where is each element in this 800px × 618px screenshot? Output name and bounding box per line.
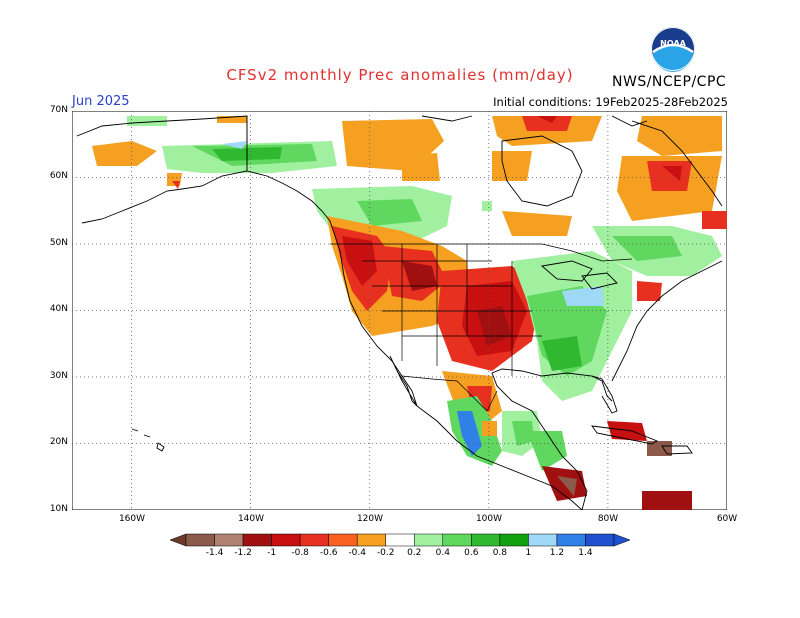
- colorbar-label: -1.2: [234, 548, 252, 558]
- colorbar-label: -0.6: [319, 548, 338, 558]
- colorbar-cell: [385, 533, 415, 547]
- colorbar-label: 1: [525, 548, 532, 558]
- coastlines: [76, 115, 723, 510]
- anomaly-shading: [92, 116, 727, 510]
- grid-lines: [72, 111, 727, 510]
- colorbar-high-arrow: [613, 533, 630, 547]
- agency-label: NWS/NCEP/CPC: [612, 74, 727, 90]
- lat-label: 70N: [49, 105, 68, 115]
- noaa-logo: NOAA: [651, 27, 695, 72]
- colorbar-label: -0.4: [348, 548, 366, 558]
- lon-label: 100W: [475, 514, 503, 524]
- colorbar-cell: [585, 533, 615, 547]
- borders: [246, 116, 633, 412]
- colorbar-cell: [328, 533, 358, 547]
- colorbar-cell: [271, 533, 301, 547]
- colorbar-cell: [214, 533, 244, 547]
- colorbar-label: 0.4: [435, 548, 450, 558]
- map-title: CFSv2 monthly Prec anomalies (mm/day): [226, 66, 574, 84]
- colorbar-cell: [528, 533, 558, 547]
- lat-label: 30N: [49, 371, 68, 381]
- colorbar-label: -1.4: [205, 548, 224, 558]
- colorbar-cell: [442, 533, 472, 547]
- colorbar-cell: [499, 533, 529, 547]
- colorbar-cell: [471, 533, 501, 547]
- colorbar-cells: [185, 533, 615, 547]
- lat-label: 10N: [49, 504, 68, 514]
- lat-label: 20N: [49, 437, 68, 447]
- forecast-month: Jun 2025: [72, 94, 130, 109]
- lat-label: 60N: [49, 171, 68, 181]
- colorbar-label: 0.2: [407, 548, 422, 558]
- colorbar-low-arrow: [170, 533, 187, 547]
- colorbar-label: -0.8: [291, 548, 309, 558]
- colorbar-label: 1.4: [578, 548, 593, 558]
- colorbar-label: 0.8: [492, 548, 508, 558]
- colorbar-label: 0.6: [464, 548, 479, 558]
- colorbar-cell: [414, 533, 444, 547]
- lon-label: 120W: [356, 514, 384, 524]
- colorbar-label: -1: [267, 548, 277, 558]
- colorbar: [170, 533, 630, 547]
- colorbar-label: -0.2: [376, 548, 395, 558]
- colorbar-cell: [242, 533, 272, 547]
- colorbar-cell: [185, 533, 215, 547]
- logo-text: NOAA: [660, 39, 686, 48]
- colorbar-cell: [556, 533, 586, 547]
- lat-label: 50N: [49, 238, 68, 248]
- initial-conditions: Initial conditions: 19Feb2025-28Feb2025: [493, 95, 728, 109]
- lon-label: 160W: [118, 514, 146, 524]
- colorbar-cell: [356, 533, 386, 547]
- lon-label: 140W: [237, 514, 265, 524]
- colorbar-cell: [299, 533, 329, 547]
- colorbar-label: 1.2: [549, 548, 565, 558]
- lat-label: 40N: [49, 304, 68, 314]
- precip-anomaly-map: [72, 111, 727, 510]
- lon-label: 60W: [716, 514, 738, 524]
- lon-label: 80W: [597, 514, 619, 524]
